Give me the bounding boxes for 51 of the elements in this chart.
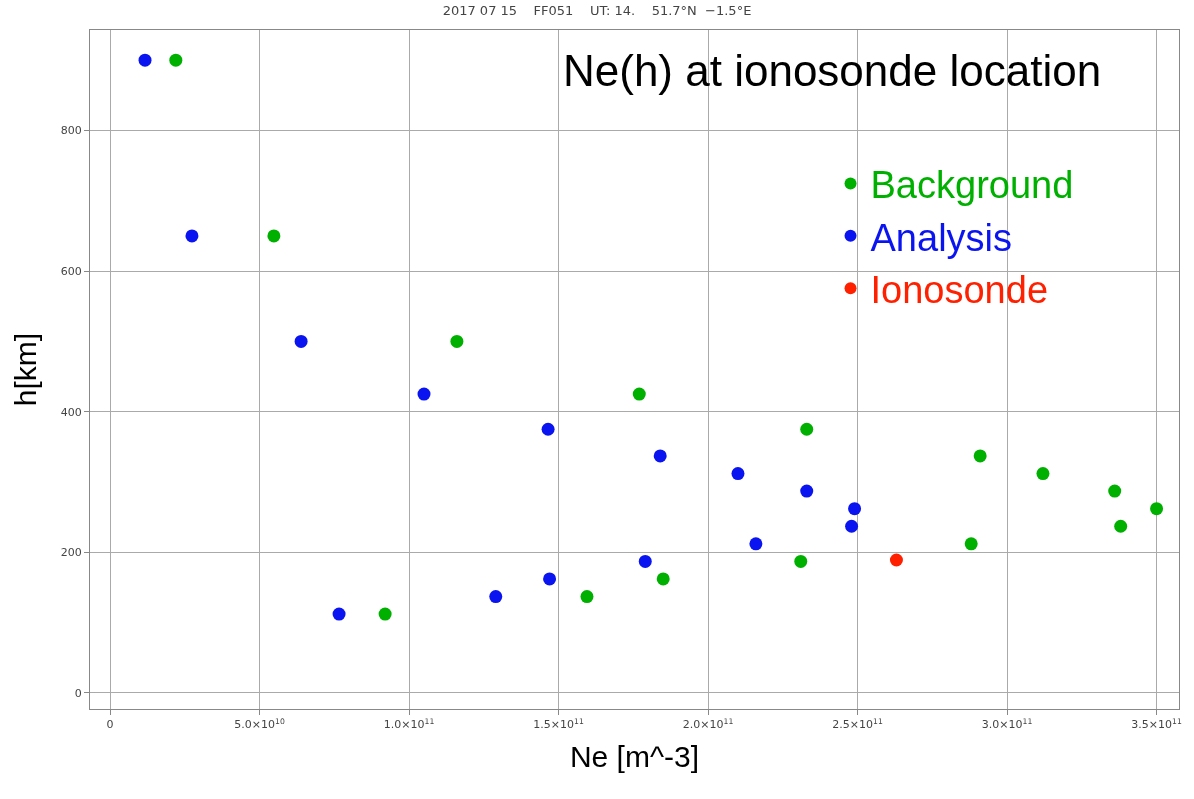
point	[1114, 519, 1128, 533]
x-tick-label: 1.0×10$^{11}$	[383, 716, 435, 732]
point	[638, 554, 652, 568]
legend-label: Background	[870, 164, 1074, 207]
point	[800, 422, 814, 436]
point	[1036, 467, 1050, 481]
point	[543, 572, 557, 586]
point	[185, 229, 199, 243]
y-tick-label: 200	[60, 546, 82, 560]
y-axis-title: h[km]	[8, 332, 42, 407]
y-tick-label: 400	[60, 405, 82, 419]
point	[749, 537, 763, 551]
y-tick-label: 0	[74, 686, 82, 700]
point	[267, 229, 281, 243]
point	[973, 449, 987, 463]
point	[656, 572, 670, 586]
point	[845, 519, 859, 533]
point	[794, 554, 808, 568]
x-tick-label: 0	[106, 718, 114, 732]
x-axis-title: Ne [m^-3]	[569, 739, 700, 773]
point	[1108, 484, 1122, 498]
point	[1150, 502, 1164, 516]
point	[489, 590, 503, 604]
point	[378, 607, 392, 621]
point	[541, 422, 555, 436]
x-tick-label: 3.5×10$^{11}$	[1131, 716, 1182, 732]
point	[889, 553, 903, 567]
x-tick-label: 2.5×10$^{11}$	[832, 716, 883, 732]
point	[294, 334, 308, 348]
point	[964, 537, 978, 551]
point	[450, 334, 464, 348]
point	[632, 387, 646, 401]
point	[731, 467, 745, 481]
point	[848, 502, 862, 516]
y-tick-label: 600	[60, 264, 82, 278]
x-tick-label: 2.0×10$^{11}$	[682, 716, 734, 732]
point	[169, 53, 183, 67]
point	[138, 53, 152, 67]
point	[580, 590, 594, 604]
x-tick-label: 3.0×10$^{11}$	[981, 716, 1033, 732]
annotation: Ne(h) at ionosonde location	[563, 46, 1102, 95]
legend-label: Analysis	[870, 216, 1013, 259]
chart-title: 2017 07 15 FF051 UT: 14. 51.7°N −1.5°E	[442, 2, 752, 18]
x-tick-label: 5.0×10$^{10}$	[234, 716, 285, 732]
point	[800, 484, 814, 498]
x-tick-label: 1.5×10$^{11}$	[533, 716, 584, 732]
legend-label: Ionosonde	[870, 269, 1049, 312]
y-tick-label: 800	[60, 124, 82, 138]
point	[332, 607, 346, 621]
point	[417, 387, 431, 401]
point	[653, 449, 667, 463]
